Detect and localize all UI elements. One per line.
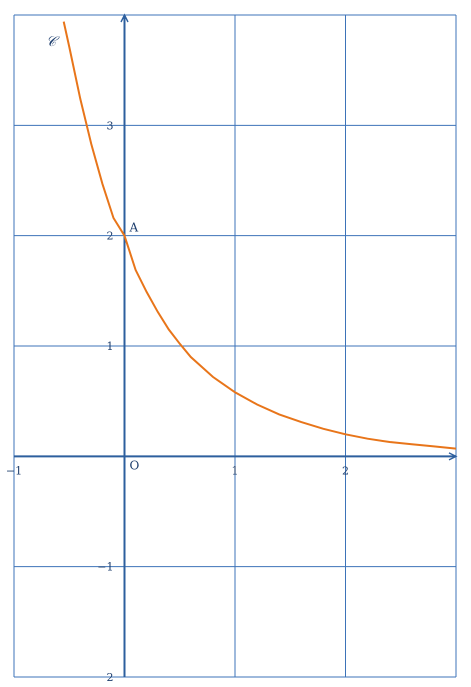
series-line <box>62 21 457 450</box>
origin-label: O <box>130 458 140 472</box>
y-axis-arrow <box>120 13 129 23</box>
x-tick-label: 2 <box>342 464 349 477</box>
axes <box>14 13 458 677</box>
y-tick-label: 3 <box>107 119 114 132</box>
x-tick-label: 1 <box>232 464 239 477</box>
point-label-A: A <box>129 221 139 235</box>
y-tick-label: 1 <box>107 340 114 353</box>
y-tick-label: −1 <box>97 561 113 574</box>
x-tick-label: −1 <box>6 464 22 477</box>
x-axis-arrow <box>448 452 458 461</box>
curve-name-label: 𝒞 <box>46 34 60 50</box>
labels: −1 1 2 2 −1 1 2 3 O A 𝒞 <box>6 34 349 684</box>
y-tick-label: 2 <box>107 230 114 243</box>
y-tick-label: 2 <box>107 671 114 684</box>
grid <box>13 14 457 678</box>
curve-layer <box>62 21 457 450</box>
